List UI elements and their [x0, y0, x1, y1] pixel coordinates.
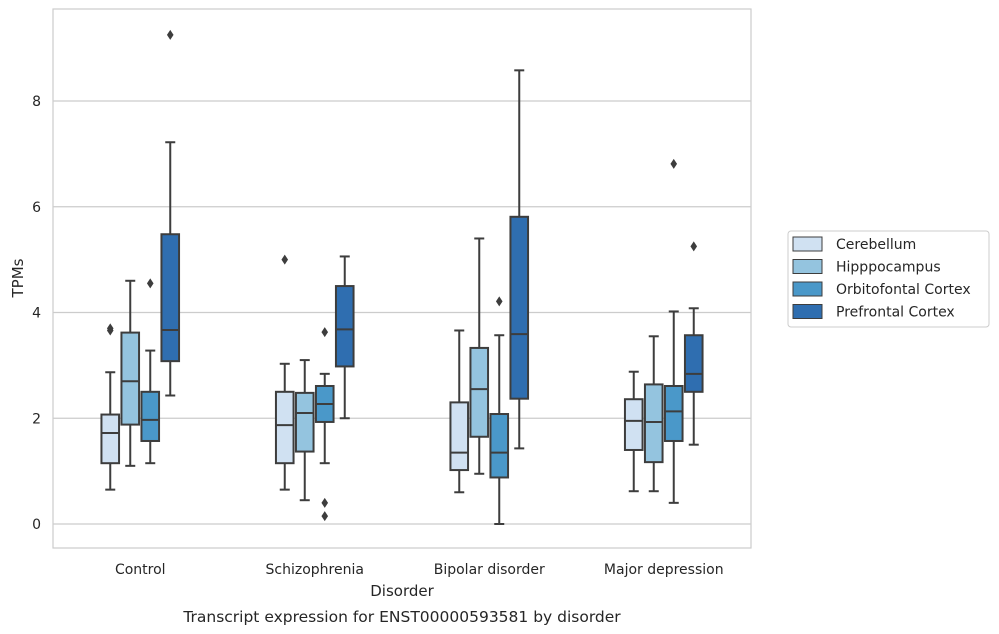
legend-swatch: [792, 281, 823, 297]
box-prefrontal-cortex: [160, 29, 181, 397]
y-tick-label: 8: [32, 94, 41, 110]
box-orbitofontal-cortex: [489, 296, 510, 525]
y-tick-label: 4: [32, 306, 41, 322]
interquartile-box: [160, 233, 181, 363]
interquartile-box: [334, 285, 355, 368]
outlier-point: [281, 254, 289, 265]
outlier-point: [166, 29, 174, 40]
box-cerebellum: [274, 254, 295, 491]
y-tick-label: 2: [32, 411, 41, 427]
interquartile-box: [274, 390, 295, 465]
x-tick-label: Bipolar disorder: [434, 562, 545, 578]
box-groups: [100, 29, 704, 525]
interquartile-box: [294, 391, 315, 453]
outlier-point: [670, 158, 678, 169]
box-prefrontal-cortex: [334, 255, 355, 420]
outlier-point: [321, 327, 329, 338]
interquartile-box: [469, 346, 490, 438]
outlier-point: [106, 323, 114, 334]
outlier-point: [495, 296, 503, 307]
interquartile-box: [683, 334, 704, 393]
box-hipppocampus: [643, 335, 664, 493]
legend-label: Hipppocampus: [836, 260, 941, 276]
outlier-point: [321, 511, 329, 522]
x-tick-labels: Control Schizophrenia Bipolar disorder Majo…: [115, 562, 724, 578]
box-cerebellum: [623, 370, 644, 493]
box-hipppocampus: [120, 279, 141, 467]
y-tick-labels: 0 2 4 6 8: [32, 94, 41, 533]
legend-frame: [787, 230, 990, 328]
box-cerebellum: [449, 329, 470, 494]
outlier-point: [146, 278, 154, 289]
interquartile-box: [489, 413, 510, 479]
x-tick-label: Major depression: [604, 562, 724, 578]
plot-area: [52, 8, 752, 549]
interquartile-box: [643, 383, 664, 464]
legend-label: Orbitofontal Cortex: [836, 282, 971, 298]
legend-label: Cerebellum: [836, 237, 916, 253]
y-tick-label: 6: [32, 200, 41, 216]
legend-swatch: [792, 259, 823, 274]
y-axis-title: TPMs: [9, 258, 27, 298]
interquartile-box: [120, 331, 141, 426]
box-hipppocampus: [469, 237, 490, 475]
interquartile-box: [509, 215, 530, 400]
box-cerebellum: [100, 323, 121, 491]
legend-label: Prefrontal Cortex: [836, 305, 955, 321]
interquartile-box: [663, 384, 684, 442]
box-prefrontal-cortex: [509, 69, 530, 450]
x-tick-label: Control: [115, 562, 166, 578]
legend-swatch: [792, 304, 823, 319]
box-hipppocampus: [294, 359, 315, 502]
chart-caption: Transcript expression for ENST0000059358…: [182, 608, 621, 626]
box-orbitofontal-cortex: [663, 158, 684, 504]
outlier-point: [690, 241, 698, 252]
box-prefrontal-cortex: [683, 241, 704, 446]
interquartile-box: [623, 398, 644, 451]
y-tick-label: 0: [32, 517, 41, 533]
box-orbitofontal-cortex: [140, 278, 161, 465]
interquartile-box: [140, 390, 161, 442]
legend: Cerebellum Hipppocampus Orbitofontal Corte…: [787, 230, 990, 328]
legend-swatch: [792, 236, 823, 252]
box-orbitofontal-cortex: [314, 327, 335, 522]
interquartile-box: [100, 413, 121, 465]
interquartile-box: [449, 401, 470, 472]
x-tick-label: Schizophrenia: [266, 562, 364, 578]
x-axis-title: Disorder: [370, 582, 434, 600]
outlier-point: [321, 497, 329, 508]
